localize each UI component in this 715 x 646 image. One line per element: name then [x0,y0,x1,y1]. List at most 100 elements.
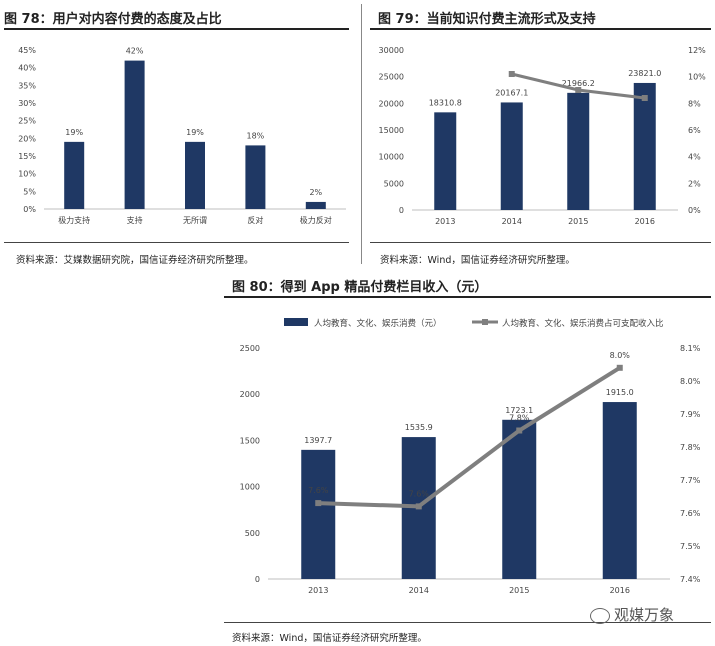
y-tick-label: 25% [18,117,36,126]
bar-value-label: 23821.0 [628,69,661,78]
line-marker [315,500,322,507]
figure-78-title-rule [4,28,349,30]
y-tick-label: 0 [255,575,260,584]
x-tick-label: 2013 [308,586,328,595]
figure-80-source: 资料来源：Wind，国信证券经济研究所整理。 [232,633,427,644]
y2-tick-label: 8% [688,99,701,108]
line-marker [641,95,648,101]
y-tick-label: 15000 [379,126,404,135]
figure-79-source: 资料来源：Wind，国信证券经济研究所整理。 [380,255,575,266]
x-tick-label: 2013 [435,217,455,226]
x-tick-label: 2016 [610,586,630,595]
watermark: 观媒万象 [590,604,674,625]
y-tick-label: 20000 [379,99,404,108]
x-tick-label: 2015 [509,586,529,595]
x-tick-label: 2016 [635,217,655,226]
legend-line-label: 人均教育、文化、娱乐消费占可支配收入比 [502,318,664,329]
figure-78-source: 资料来源：艾媒数据研究院，国信证券经济研究所整理。 [16,255,254,266]
wechat-icon [590,607,610,624]
bar-value-label: 18310.8 [429,98,462,107]
x-tick-label: 反对 [247,215,263,225]
y2-tick-label: 7.8% [680,443,701,452]
y-tick-label: 40% [18,64,36,73]
y-tick-label: 35% [18,81,36,90]
watermark-text: 观媒万象 [614,606,675,624]
line-series [318,366,621,509]
line-value-label: 7.6% [308,486,329,495]
x-tick-label: 无所谓 [183,215,207,225]
y-tick-label: 30000 [379,46,404,55]
y-tick-label: 15% [18,152,36,161]
chart-knowledge-payment: 0 5000 10000 15000 20000 25000 30000 0% 2% 4% 6% 8%… [379,46,707,226]
y-tick-label: 20% [18,134,36,143]
bar-value-label: 18% [247,131,265,140]
y2-tick-label: 8.1% [680,344,701,353]
bar [434,112,457,210]
line-value-label: 7.6% [409,489,430,498]
bar [245,145,266,209]
bar-value-label: 1723.1 [505,406,533,415]
figure-78-title: 图 78：用户对内容付费的态度及占比 [4,12,222,27]
bar [185,141,205,209]
y-tick-label: 500 [245,529,260,538]
y2-tick-label: 7.6% [680,509,701,518]
y-tick-label: 5% [23,187,36,196]
bar [301,449,336,579]
figure-78-bottom-rule [4,242,349,243]
chart-dedao-revenue: 人均教育、文化、娱乐消费（元） 人均教育、文化、娱乐消费占可支配收入比 0 500 10… [240,318,701,595]
line-marker [575,87,582,93]
y-tick-label: 2000 [240,390,260,399]
x-tick-label: 2014 [502,217,522,226]
bar-value-label: 21966.2 [562,79,595,88]
y-tick-label: 45% [18,46,36,55]
bar [633,82,656,210]
bar-value-label: 1397.7 [304,436,332,445]
bar [305,201,326,209]
y2-tick-label: 10% [688,73,706,82]
y2-tick-label: 12% [688,46,706,55]
legend-bar-label: 人均教育、文化、娱乐消费（元） [314,318,442,329]
y2-tick-label: 8.0% [680,377,701,386]
y2-tick-label: 6% [688,126,701,135]
line-marker [508,71,515,77]
y-tick-label: 0 [399,206,404,215]
y2-tick-label: 2% [688,179,701,188]
line-marker [415,503,422,510]
x-tick-label: 极力反对 [300,215,332,225]
bar [502,419,537,579]
chart-user-attitude: 0% 5% 10% 15% 20% 25% 30% 35% 40% 45% 极力支持 支持 无所谓 反对 极… [18,46,346,225]
figure-80-title-rule [224,296,711,298]
y-tick-label: 1000 [240,483,260,492]
bar [124,60,145,209]
line-marker [616,364,623,371]
legend-line-marker [482,319,488,325]
bar-value-label: 1915.0 [606,388,634,397]
y-tick-label: 5000 [384,179,404,188]
line-value-label: 7.8% [509,414,530,423]
y-tick-label: 1500 [240,436,260,445]
x-tick-label: 支持 [127,215,143,225]
bar-value-label: 1535.9 [405,423,433,432]
bar-value-label: 42% [126,47,144,56]
line-marker [516,427,523,434]
bar [64,141,85,209]
y-tick-label: 25000 [379,73,404,82]
figure-79-title: 图 79：当前知识付费主流形式及支持 [378,12,596,27]
bar [567,92,590,210]
x-tick-label: 2015 [568,217,588,226]
y2-tick-label: 7.9% [680,410,701,419]
line-value-label: 8.0% [610,351,631,360]
y2-tick-label: 7.7% [680,476,701,485]
bar-value-label: 19% [65,128,83,137]
bar-value-label: 20167.1 [495,88,528,97]
y-tick-label: 2500 [240,344,260,353]
y-tick-label: 10000 [379,153,404,162]
figure-80-bottom-rule [224,622,711,623]
y2-tick-label: 7.5% [680,542,701,551]
figure-80-title: 图 80：得到 App 精品付费栏目收入（元） [232,280,488,295]
figure-79-bottom-rule [370,242,711,243]
bar [500,102,523,210]
y-tick-label: 10% [18,170,36,179]
bar-value-label: 2% [309,188,322,197]
figure-79-title-rule [370,28,711,30]
